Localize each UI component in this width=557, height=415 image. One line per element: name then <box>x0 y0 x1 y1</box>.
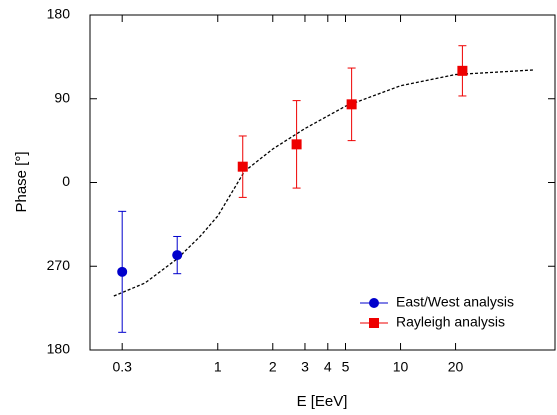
x-tick-label: 5 <box>342 359 350 375</box>
x-tick-label: 0.3 <box>112 359 132 375</box>
data-point <box>346 99 357 110</box>
data-point <box>457 65 468 76</box>
x-tick-label: 2 <box>269 359 277 375</box>
data-point <box>237 161 248 172</box>
x-tick-label: 20 <box>448 359 464 375</box>
x-axis-title: E [EeV] <box>297 393 348 410</box>
y-tick-label: 180 <box>47 341 71 357</box>
data-point <box>172 250 183 261</box>
y-tick-label: 0 <box>62 173 70 189</box>
x-tick-label: 4 <box>324 359 332 375</box>
y-axis-title: Phase [°] <box>13 151 30 212</box>
y-tick-label: 90 <box>54 89 70 105</box>
data-point <box>291 139 302 150</box>
data-point <box>117 266 128 277</box>
legend-label: East/West analysis <box>396 294 514 310</box>
legend-marker <box>369 318 379 328</box>
y-tick-label: 270 <box>47 257 71 273</box>
x-tick-label: 1 <box>214 359 222 375</box>
fit-curve <box>113 69 535 297</box>
x-tick-label: 3 <box>301 359 309 375</box>
legend-marker <box>369 298 379 308</box>
x-tick-label: 10 <box>393 359 409 375</box>
legend-label: Rayleigh analysis <box>396 314 505 330</box>
y-tick-label: 180 <box>47 6 71 22</box>
